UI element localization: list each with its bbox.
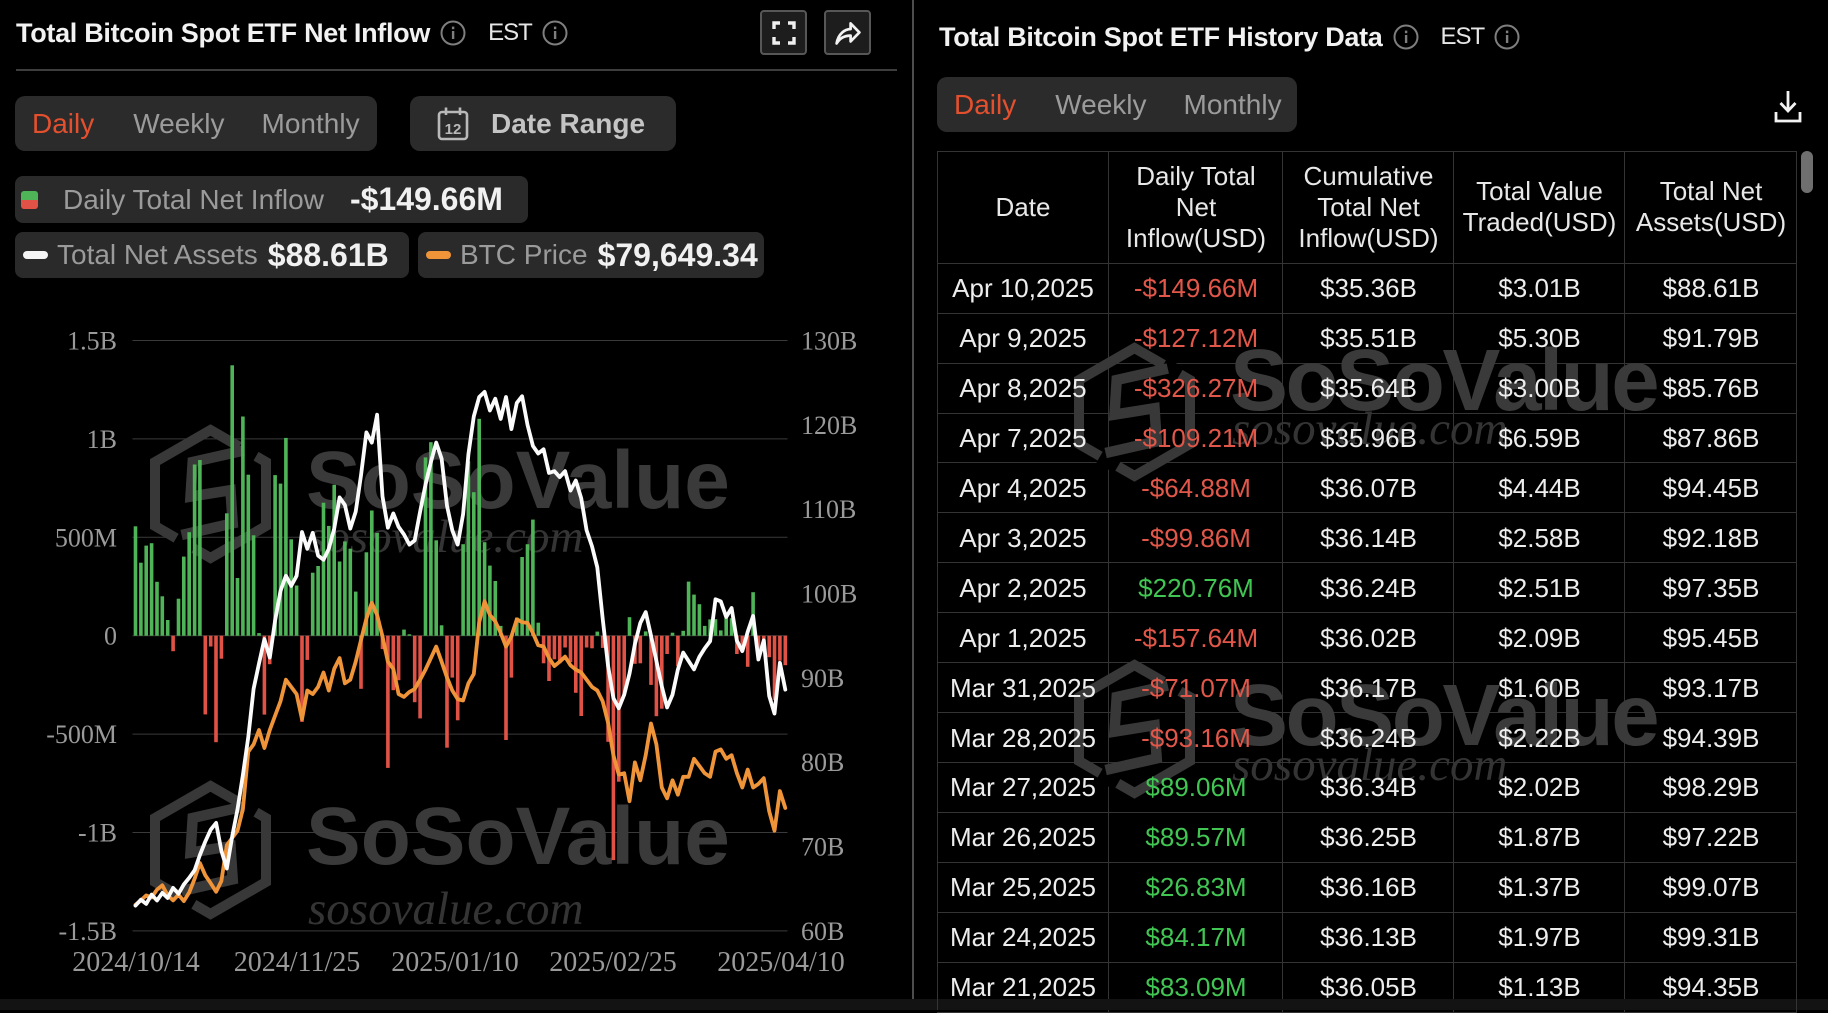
svg-text:SoSoValue: SoSoValue [306,435,730,526]
svg-text:2025/02/25: 2025/02/25 [549,947,677,978]
svg-text:SoSoValue: SoSoValue [1230,667,1657,764]
svg-text:2025/01/10: 2025/01/10 [391,947,519,978]
svg-text:2025/04/10: 2025/04/10 [717,947,845,978]
svg-text:0: 0 [104,622,117,651]
svg-text:-500M: -500M [46,720,117,749]
svg-text:-1B: -1B [78,819,117,848]
svg-text:sosovalue.com: sosovalue.com [1232,403,1507,455]
svg-text:SoSoValue: SoSoValue [1230,332,1657,429]
svg-text:1B: 1B [87,425,117,454]
svg-text:80B: 80B [801,748,844,777]
svg-text:100B: 100B [801,580,857,609]
svg-text:sosovalue.com: sosovalue.com [1232,739,1507,791]
svg-text:1.5B: 1.5B [67,327,117,356]
svg-text:sosovalue.com: sosovalue.com [308,883,583,935]
svg-text:12: 12 [445,121,462,138]
svg-text:500M: 500M [55,523,117,552]
svg-text:2024/10/14: 2024/10/14 [72,947,200,978]
svg-text:110B: 110B [801,495,856,524]
svg-text:70B: 70B [801,833,844,862]
svg-text:90B: 90B [801,664,844,693]
svg-text:120B: 120B [801,411,857,440]
svg-text:60B: 60B [801,917,844,946]
svg-text:-1.5B: -1.5B [59,917,118,946]
svg-text:2024/11/25: 2024/11/25 [234,947,361,978]
svg-text:130B: 130B [801,327,857,356]
svg-text:SoSoValue: SoSoValue [306,791,730,882]
